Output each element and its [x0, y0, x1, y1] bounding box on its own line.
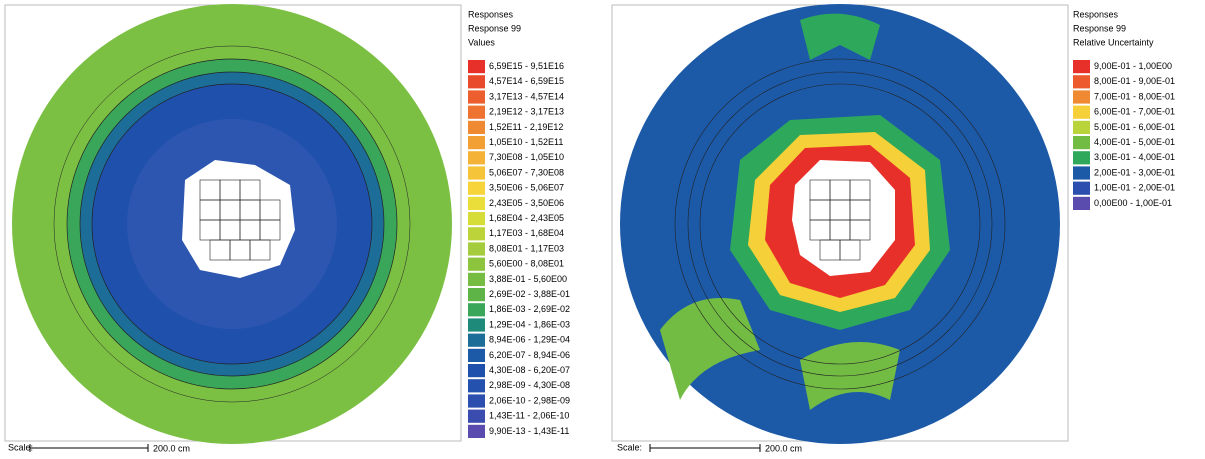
legend-swatch: [468, 288, 485, 302]
boundary: [66, 58, 398, 390]
legend-swatch: [468, 257, 485, 271]
legend-swatch: [468, 90, 485, 104]
map-left: [4, 4, 462, 444]
legend-swatch: [1073, 90, 1090, 104]
legend-label: 2,00E-01 - 3,00E-01: [1094, 167, 1175, 177]
legend-label: 5,60E00 - 8,08E01: [489, 259, 564, 269]
legend-label: 3,00E-01 - 4,00E-01: [1094, 152, 1175, 162]
legend-swatch: [468, 151, 485, 165]
legend-label: 1,43E-11 - 2,06E-10: [489, 411, 569, 421]
scale-label: Scale:: [617, 442, 642, 452]
legend-swatch: [1073, 181, 1090, 195]
boundary: [79, 71, 385, 377]
legend-label: 4,30E-08 - 6,20E-07: [489, 365, 570, 375]
legend-response: Response 99: [1073, 23, 1126, 33]
legend-swatch: [468, 424, 485, 438]
legend-swatch: [468, 394, 485, 408]
legend-label: 7,30E08 - 1,05E10: [489, 152, 564, 162]
legend-swatch: [468, 181, 485, 195]
scale-length: 200.0 cm: [153, 443, 190, 453]
core: [792, 160, 895, 276]
legend-label: 1,29E-04 - 1,86E-03: [489, 319, 570, 329]
boundary: [687, 71, 993, 377]
legend-swatch: [468, 333, 485, 347]
legend-swatch: [468, 166, 485, 180]
legend-swatch: [468, 272, 485, 286]
legend-swatch: [468, 196, 485, 210]
legend-quantity: Relative Uncertainty: [1073, 37, 1154, 47]
legend-swatch: [468, 318, 485, 332]
legend-header: Responses: [1073, 9, 1119, 19]
map-right: [611, 4, 1069, 444]
legend-swatch: [468, 75, 485, 89]
legend-swatch: [468, 364, 485, 378]
legend-label: 3,88E-01 - 5,60E00: [489, 274, 567, 284]
legend-label: 9,00E-01 - 1,00E00: [1094, 61, 1172, 71]
legend-swatch: [468, 60, 485, 74]
legend-label: 6,20E-07 - 8,94E-06: [489, 350, 570, 360]
legend-label: 5,06E07 - 7,30E08: [489, 167, 564, 177]
legend-label: 5,00E-01 - 6,00E-01: [1094, 122, 1175, 132]
legend-label: 6,59E15 - 9,51E16: [489, 61, 564, 71]
legend-swatch: [468, 348, 485, 362]
legend-swatch: [1073, 196, 1090, 210]
legend-swatch: [468, 136, 485, 150]
legend-label: 3,50E06 - 5,06E07: [489, 183, 564, 193]
legend-response: Response 99: [468, 23, 521, 33]
scale-length: 200.0 cm: [765, 443, 802, 453]
legend-label: 8,94E-06 - 1,29E-04: [489, 335, 570, 345]
legend-swatch: [468, 105, 485, 119]
legend-label: 2,06E-10 - 2,98E-09: [489, 395, 570, 405]
legend-swatch: [1073, 120, 1090, 134]
boundary: [53, 45, 411, 403]
legend-label: 1,68E04 - 2,43E05: [489, 213, 564, 223]
legend-label: 7,00E-01 - 8,00E-01: [1094, 91, 1175, 101]
legend-header: Responses: [468, 9, 514, 19]
legend-label: 1,05E10 - 1,52E11: [489, 137, 563, 147]
legend-swatch: [468, 120, 485, 134]
legend-label: 1,86E-03 - 2,69E-02: [489, 304, 570, 314]
legend-swatch: [1073, 75, 1090, 89]
core-grid: [809, 179, 871, 261]
legend-quantity: Values: [468, 37, 495, 47]
core-grid: [199, 179, 281, 261]
legend-label: 4,57E14 - 6,59E15: [489, 76, 564, 86]
legend-label: 8,00E-01 - 9,00E-01: [1094, 76, 1175, 86]
scale-label: Scale:: [8, 442, 33, 452]
legend-swatch: [1073, 60, 1090, 74]
legend-swatch: [468, 212, 485, 226]
legend-label: 3,17E13 - 4,57E14: [489, 91, 564, 101]
legend-label: 1,17E03 - 1,68E04: [489, 228, 564, 238]
legend-label: 4,00E-01 - 5,00E-01: [1094, 137, 1175, 147]
legend-label: 2,69E-02 - 3,88E-01: [489, 289, 570, 299]
legend-swatch: [468, 303, 485, 317]
legend-swatch: [1073, 136, 1090, 150]
legend-swatch: [468, 409, 485, 423]
legend-label: 1,52E11 - 2,19E12: [489, 122, 563, 132]
legend-label: 1,00E-01 - 2,00E-01: [1094, 183, 1175, 193]
region: [800, 13, 880, 61]
boundary: [699, 83, 981, 365]
legend-label: 0,00E00 - 1,00E-01: [1094, 198, 1172, 208]
region: [800, 342, 900, 410]
legend-swatch: [468, 242, 485, 256]
region: [660, 298, 760, 400]
legend-label: 9,90E-13 - 1,43E-11: [489, 426, 569, 436]
legend-label: 6,00E-01 - 7,00E-01: [1094, 107, 1175, 117]
boundary: [674, 58, 1006, 390]
legend-swatch: [468, 227, 485, 241]
legend-label: 2,98E-09 - 4,30E-08: [489, 380, 570, 390]
legend-swatch: [1073, 151, 1090, 165]
legend-swatch: [1073, 166, 1090, 180]
legend-swatch: [468, 379, 485, 393]
legend-label: 2,43E05 - 3,50E06: [489, 198, 564, 208]
legend-label: 8,08E01 - 1,17E03: [489, 243, 564, 253]
boundary: [91, 83, 373, 365]
legend-label: 2,19E12 - 3,17E13: [489, 107, 564, 117]
legend-swatch: [1073, 105, 1090, 119]
